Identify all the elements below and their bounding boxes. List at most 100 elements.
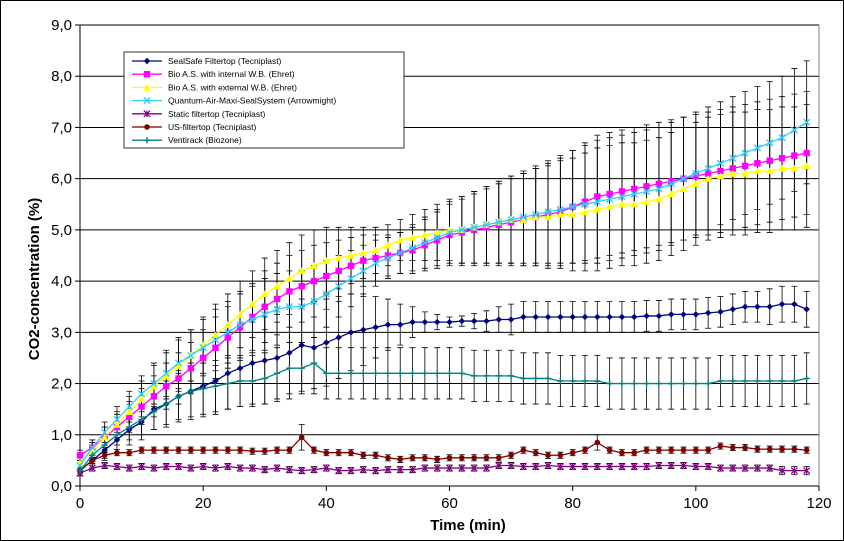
series-1-point: [766, 303, 773, 310]
series-5-point: [113, 462, 121, 471]
series-4-point: [667, 180, 675, 188]
series-5-point: [162, 462, 170, 471]
series-1-point: [397, 321, 404, 328]
series-4-point: [199, 344, 207, 352]
series-1-point: [594, 313, 601, 321]
series-6-point: [434, 456, 440, 463]
series-2-line: [79, 152, 807, 456]
series-2-point: [310, 277, 318, 285]
x-tick-label: 20: [195, 495, 212, 512]
series-7-point: [618, 380, 626, 387]
series-7-point: [261, 375, 268, 382]
series-1-point: [212, 377, 219, 385]
series-2-point: [372, 254, 379, 262]
series-6-point: [323, 449, 330, 456]
series-3-point: [692, 180, 700, 187]
series-4-point: [692, 169, 700, 178]
series-3-point: [150, 382, 158, 390]
series-7-point: [433, 370, 441, 377]
series-1-point: [680, 311, 687, 318]
series-4-point: [408, 244, 417, 252]
series-6-point: [372, 452, 379, 459]
series-5-point: [667, 461, 675, 470]
series-4-point: [495, 218, 503, 226]
series-4-point: [347, 274, 355, 283]
series-1-point: [754, 303, 761, 310]
series-6-point: [471, 455, 477, 461]
series-3-point: [273, 282, 281, 290]
series-7-point: [126, 423, 133, 431]
series-7-point: [631, 380, 638, 387]
series-7-point: [372, 370, 379, 377]
series-2-point: [298, 283, 305, 290]
series-3-point: [334, 254, 343, 262]
series-4-point: [802, 118, 811, 127]
series-1-point: [631, 313, 638, 321]
series-3-point: [655, 195, 663, 203]
series-5-point: [359, 465, 367, 474]
series-7-point: [76, 467, 84, 474]
series-4-point: [396, 249, 404, 257]
series-7-point: [273, 370, 281, 377]
series-6-point: [619, 449, 625, 456]
series-1-point: [803, 306, 810, 313]
series-3-point: [88, 446, 97, 454]
series-7-point: [384, 370, 392, 377]
x-tick-label: 0: [76, 495, 84, 512]
series-7-point: [803, 375, 810, 382]
series-7-point: [655, 380, 663, 387]
series-2-point: [150, 393, 158, 400]
series-5-point: [482, 464, 491, 472]
series-7-point: [347, 370, 355, 377]
series-1-point: [286, 349, 293, 357]
series-6-point: [311, 447, 317, 453]
series-3-point: [396, 236, 404, 244]
series-6-point: [791, 446, 798, 452]
series-5-point: [174, 462, 183, 471]
series-2: [76, 149, 810, 459]
series-2-point: [668, 178, 675, 185]
series-3-point: [766, 167, 774, 175]
series-4-point: [248, 315, 257, 324]
series-1-point: [310, 344, 318, 351]
x-axis-label: Time (min): [430, 517, 506, 534]
series-4-point: [211, 336, 220, 344]
series-7-point: [680, 380, 687, 387]
series-6-point: [668, 447, 674, 453]
series-4-point: [716, 159, 725, 167]
series-4-point: [273, 305, 281, 313]
series-7-point: [741, 377, 749, 385]
series-6-point: [545, 452, 551, 459]
y-tick-label: 8,0: [51, 68, 72, 85]
series-2-point: [704, 170, 712, 177]
series-5-point: [125, 464, 133, 472]
tick-labels: 0,0 1,0 2,0 3,0 4,0 5,0 6,0 7,0 8,0 9,0 0 20 40 60 80 1…: [51, 17, 831, 512]
series-6-point: [717, 443, 724, 449]
series-1-point: [692, 311, 700, 318]
series-4-point: [556, 205, 565, 214]
series-2-point: [643, 183, 650, 190]
series-6-point: [483, 455, 490, 461]
y-tick-label: 1,0: [51, 427, 72, 444]
series-2-point: [273, 295, 281, 303]
series-4-point: [421, 238, 429, 247]
legend-label: SealSafe Filtertop (Tecniplast): [168, 56, 282, 66]
series-5-point: [618, 462, 626, 471]
series-6: [77, 434, 810, 474]
series-6-point: [348, 449, 354, 456]
series-5-point: [470, 464, 478, 472]
series-3-point: [125, 408, 133, 415]
series-1-point: [544, 313, 552, 321]
series-5-point: [790, 467, 798, 475]
series-6-point: [520, 447, 527, 453]
series-1-point: [409, 318, 416, 326]
series-1-point: [273, 354, 281, 362]
series-5-point: [593, 462, 601, 471]
series-7-point: [544, 375, 552, 382]
series-5-point: [335, 467, 343, 475]
series-3-point: [310, 262, 318, 269]
series-5-point: [544, 461, 552, 470]
series-6-point: [693, 447, 699, 453]
series-5-point: [421, 464, 429, 472]
series-7-point: [557, 377, 564, 385]
